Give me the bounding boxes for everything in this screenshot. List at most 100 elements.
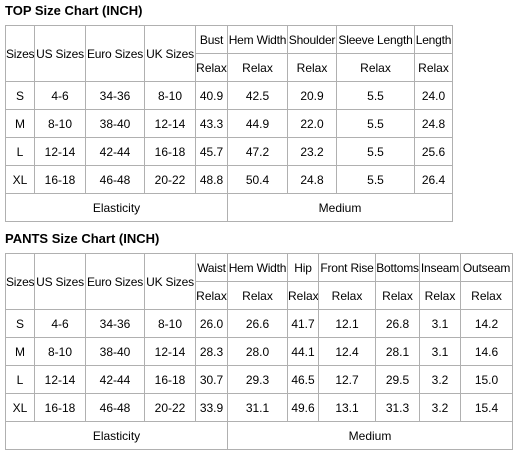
cell: 38-40 [85,109,145,138]
fit-cell: Relax [195,281,228,310]
column-header: US Sizes [34,253,86,310]
cell: 20-22 [144,165,196,194]
section-title: PANTS Size Chart (INCH) [5,231,160,246]
cell: M [5,109,35,138]
size-row: M 8-10 38-40 12-14 43.3 44.9 22.0 5.5 24.8 [5,109,453,138]
page: TOP Size Chart (INCH) Sizes US Sizes Euro … [0,3,528,469]
cell: 28.3 [195,337,228,366]
column-header: Sizes [5,25,35,82]
cell: 26.0 [195,309,228,338]
cell: 24.8 [414,109,453,138]
column-header: US Sizes [34,25,86,82]
cell: 24.0 [414,81,453,110]
column-header: Euro Sizes [85,253,145,310]
cell: 29.3 [227,365,288,394]
fit-cell: Relax [227,281,288,310]
cell: 26.8 [375,309,420,338]
cell: 12.4 [318,337,376,366]
cell: 14.6 [460,337,513,366]
cell: L [5,365,35,394]
cell: 12.7 [318,365,376,394]
cell: 25.6 [414,137,453,166]
header-row: Sizes US Sizes Euro Sizes UK Sizes Waist Hem … [5,253,513,310]
cell: 24.8 [287,165,337,194]
cell: 12-14 [144,109,196,138]
cell: 42-44 [85,137,145,166]
cell: 34-36 [85,81,145,110]
fit-cell: Relax [460,281,513,310]
cell: 48.8 [195,165,228,194]
cell: 14.2 [460,309,513,338]
cell: 50.4 [227,165,288,194]
cell: 22.0 [287,109,337,138]
cell: 23.2 [287,137,337,166]
footer-row: Elasticity Medium [5,193,453,222]
footer-label: Elasticity [5,421,228,450]
cell: 15.0 [460,365,513,394]
size-table: Sizes US Sizes Euro Sizes UK Sizes Bust Hem W… [5,25,453,222]
column-header: Bottoms [375,253,420,282]
cell: 3.1 [419,309,461,338]
cell: 4-6 [34,309,86,338]
cell: 44.1 [287,337,319,366]
cell: XL [5,165,35,194]
cell: 8-10 [144,81,196,110]
fit-cell: Relax [419,281,461,310]
cell: 30.7 [195,365,228,394]
size-row: L 12-14 42-44 16-18 30.7 29.3 46.5 12.7 29.5 3.2 1… [5,365,513,394]
header-row: Sizes US Sizes Euro Sizes UK Sizes Bust Hem W… [5,25,453,82]
cell: 31.1 [227,393,288,422]
cell: 16-18 [34,165,86,194]
cell: 43.3 [195,109,228,138]
footer-value: Medium [227,193,453,222]
cell: 20-22 [144,393,196,422]
cell: 26.6 [227,309,288,338]
fit-cell: Relax [195,53,228,82]
cell: L [5,137,35,166]
fit-cell: Relax [287,281,319,310]
column-header: Inseam [419,253,461,282]
column-header: Outseam [460,253,513,282]
column-header: Hem Width [227,25,288,54]
size-row: S 4-6 34-36 8-10 40.9 42.5 20.9 5.5 24.0 [5,81,453,110]
column-header: Hem Width [227,253,288,282]
column-header: Sizes [5,253,35,310]
footer-label: Elasticity [5,193,228,222]
size-row: M 8-10 38-40 12-14 28.3 28.0 44.1 12.4 28.1 3.1 14… [5,337,513,366]
section-title: TOP Size Chart (INCH) [5,3,143,18]
cell: 44.9 [227,109,288,138]
cell: 45.7 [195,137,228,166]
cell: 46.5 [287,365,319,394]
cell: 33.9 [195,393,228,422]
cell: 8-10 [34,109,86,138]
fit-cell: Relax [287,53,337,82]
fit-cell: Relax [336,53,415,82]
fit-cell: Relax [227,53,288,82]
cell: 12-14 [34,365,86,394]
cell: 46-48 [85,393,145,422]
cell: XL [5,393,35,422]
cell: 5.5 [336,137,415,166]
cell: 49.6 [287,393,319,422]
cell: 12-14 [144,337,196,366]
fit-row: Relax Relax Relax Relax Relax Relax Relax [6,281,513,310]
cell: 41.7 [287,309,319,338]
size-row: L 12-14 42-44 16-18 45.7 47.2 23.2 5.5 25.6 [5,137,453,166]
cell: 28.0 [227,337,288,366]
cell: S [5,81,35,110]
cell: 4-6 [34,81,86,110]
cell: 29.5 [375,365,420,394]
cell: 38-40 [85,337,145,366]
cell: 28.1 [375,337,420,366]
fit-cell: Relax [375,281,420,310]
cell: 46-48 [85,165,145,194]
cell: M [5,337,35,366]
column-header: UK Sizes [144,25,196,82]
column-header: Front Rise [318,253,376,282]
column-header: UK Sizes [144,253,196,310]
cell: 47.2 [227,137,288,166]
cell: 34-36 [85,309,145,338]
cell: 5.5 [336,165,415,194]
fit-cell: Relax [414,53,453,82]
column-header: Waist [195,253,228,282]
